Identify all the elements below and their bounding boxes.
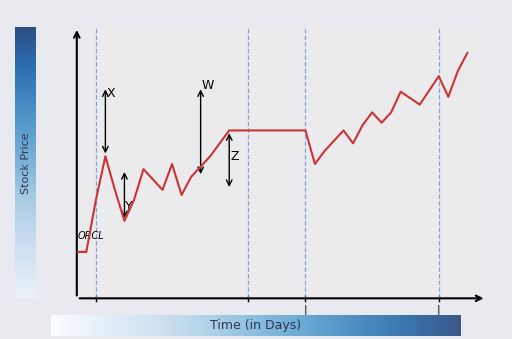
- Text: (9): (9): [241, 316, 255, 325]
- Text: Y: Y: [125, 200, 133, 213]
- Text: ORCL: ORCL: [78, 232, 104, 241]
- Text: (12): (12): [295, 316, 316, 325]
- Text: W: W: [202, 79, 214, 92]
- Text: (19): (19): [428, 316, 450, 325]
- Text: |: |: [437, 305, 441, 315]
- Text: Time (in Days): Time (in Days): [210, 319, 302, 332]
- Text: X: X: [106, 86, 115, 100]
- Text: Z: Z: [230, 150, 239, 163]
- Text: |: |: [304, 305, 307, 315]
- Text: (1): (1): [89, 316, 103, 325]
- Text: Stock Price: Stock Price: [20, 132, 31, 194]
